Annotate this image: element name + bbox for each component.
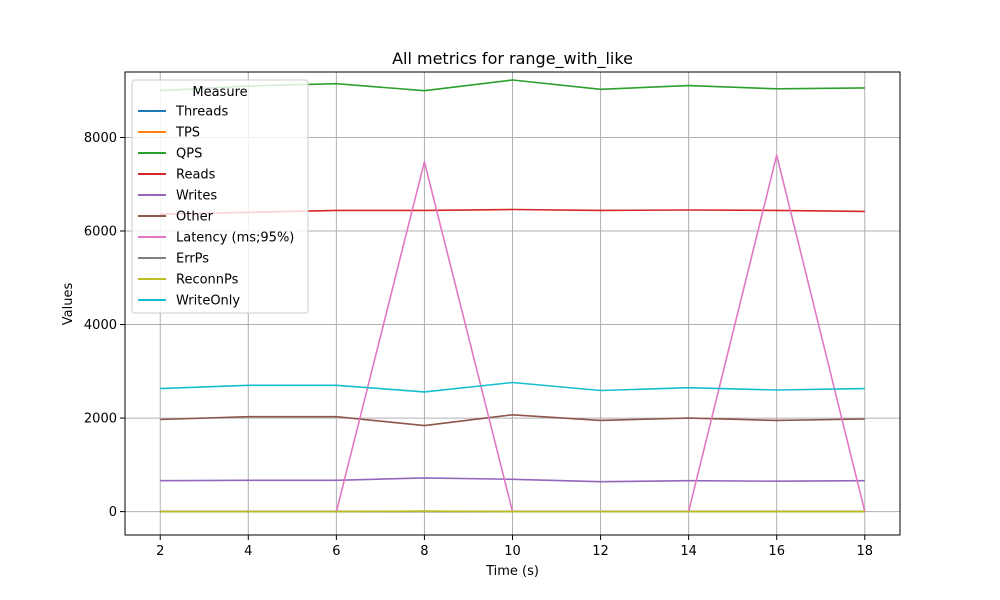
x-axis-ticks: 2 4 6 8 10 12 14 16 18 — [156, 535, 873, 559]
x-tick-label: 8 — [420, 544, 428, 559]
legend-label-reconnps: ReconnPs — [176, 273, 239, 288]
x-tick-label: 4 — [244, 544, 252, 559]
legend-box — [131, 79, 309, 314]
x-tick-label: 2 — [156, 544, 164, 559]
x-tick-label: 6 — [332, 544, 340, 559]
y-tick-label: 6000 — [84, 225, 117, 240]
legend-label-writes: Writes — [176, 189, 217, 204]
series-line-other — [160, 413, 865, 427]
y-axis-ticks: 0 2000 4000 6000 8000 — [84, 131, 125, 520]
x-axis-label: Time (s) — [485, 564, 539, 579]
y-tick-label: 4000 — [84, 318, 117, 333]
legend: Measure Threads TPS QPS Reads Writes Other Lat… — [131, 79, 309, 314]
legend-title: Measure — [192, 85, 247, 100]
legend-label-reads: Reads — [176, 168, 216, 183]
legend-label-writeonly: WriteOnly — [176, 294, 240, 309]
legend-label-other: Other — [176, 210, 214, 225]
x-tick-label: 18 — [856, 544, 873, 559]
y-tick-label: 8000 — [84, 131, 117, 146]
x-tick-label: 16 — [768, 544, 785, 559]
legend-label-qps: QPS — [176, 147, 202, 162]
series-line-writes — [160, 477, 865, 483]
series-line-reconnps — [160, 510, 865, 513]
y-axis-label: Values — [61, 283, 76, 326]
x-tick-label: 14 — [680, 544, 697, 559]
x-tick-label: 10 — [504, 544, 521, 559]
legend-label-threads: Threads — [175, 105, 228, 120]
chart-title: All metrics for range_with_like — [392, 49, 633, 69]
legend-label-tps: TPS — [175, 126, 200, 141]
legend-label-errps: ErrPs — [176, 252, 209, 267]
series-line-writeonly — [160, 381, 865, 393]
x-tick-label: 12 — [592, 544, 609, 559]
legend-items: Threads TPS QPS Reads Writes Other Latency (ms… — [138, 105, 294, 309]
legend-label-latency-ms-95: Latency (ms;95%) — [176, 231, 294, 246]
y-tick-label: 0 — [109, 505, 117, 520]
y-tick-label: 2000 — [84, 412, 117, 427]
